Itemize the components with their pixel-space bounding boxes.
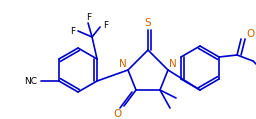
Text: O: O	[114, 109, 122, 119]
Text: N: N	[169, 59, 177, 69]
Text: NC: NC	[24, 77, 37, 85]
Text: F: F	[70, 27, 76, 37]
Text: O: O	[246, 29, 254, 39]
Text: S: S	[145, 18, 151, 28]
Text: F: F	[103, 22, 109, 30]
Text: N: N	[119, 59, 127, 69]
Text: F: F	[87, 12, 92, 22]
